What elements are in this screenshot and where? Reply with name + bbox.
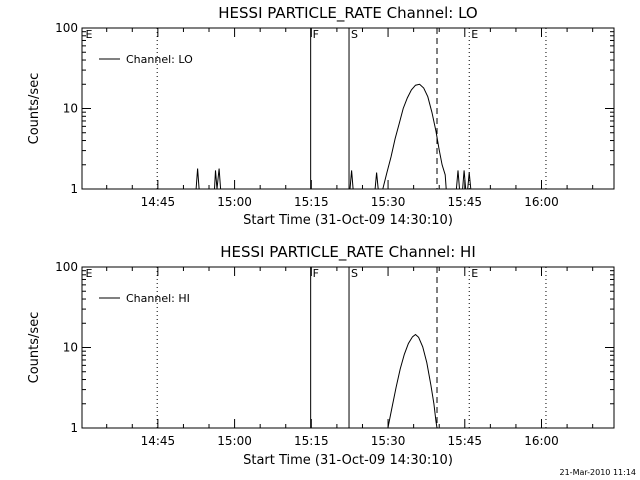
event-marker-label: E <box>471 267 478 280</box>
footer-timestamp: 21-Mar-2010 11:14 <box>560 468 637 477</box>
event-marker-label: E <box>471 28 478 41</box>
lo-channel-plot: HESSI PARTICLE_RATE Channel: LO 1 10 100 Cou… <box>27 4 615 228</box>
y-tick-label: 10 <box>63 341 78 355</box>
legend-label: Channel: HI <box>126 292 190 305</box>
x-tick-label: 14:45 <box>141 195 176 209</box>
x-tick-label: 15:30 <box>371 434 406 448</box>
chart-title: HESSI PARTICLE_RATE Channel: HI <box>220 243 476 262</box>
event-marker-label: S <box>351 28 358 41</box>
x-tick-label: 15:45 <box>447 195 482 209</box>
series-line <box>82 83 614 190</box>
x-tick-label: 15:30 <box>371 195 406 209</box>
event-marker-label: F <box>313 28 319 41</box>
x-tick-label: 15:00 <box>217 434 252 448</box>
y-axis-label: Counts/sec <box>27 73 42 145</box>
y-tick-label: 10 <box>63 102 78 116</box>
x-tick-label: 15:15 <box>294 195 329 209</box>
y-tick-label: 1 <box>70 421 78 435</box>
x-tick-label: 16:00 <box>524 434 559 448</box>
x-tick-label: 16:00 <box>524 195 559 209</box>
x-tick-label: 15:45 <box>447 434 482 448</box>
event-marker-label: F <box>313 267 319 280</box>
y-axis-label: Counts/sec <box>27 312 42 384</box>
x-tick-label: 14:45 <box>141 434 176 448</box>
x-tick-label: 15:00 <box>217 195 252 209</box>
hi-channel-plot: HESSI PARTICLE_RATE Channel: HI 1 10 100 Cou… <box>27 243 615 468</box>
event-marker-label: E <box>86 28 93 41</box>
series-line <box>82 333 614 429</box>
y-tick-label: 100 <box>55 21 78 35</box>
x-tick-label: 15:15 <box>294 434 329 448</box>
y-tick-label: 1 <box>70 182 78 196</box>
y-tick-label: 100 <box>55 260 78 274</box>
event-marker-label: E <box>86 267 93 280</box>
event-marker-label: S <box>351 267 358 280</box>
x-axis-label: Start Time (31-Oct-09 14:30:10) <box>243 213 453 228</box>
legend-label: Channel: LO <box>126 53 193 66</box>
chart-title: HESSI PARTICLE_RATE Channel: LO <box>218 4 477 23</box>
x-axis-label: Start Time (31-Oct-09 14:30:10) <box>243 453 453 468</box>
